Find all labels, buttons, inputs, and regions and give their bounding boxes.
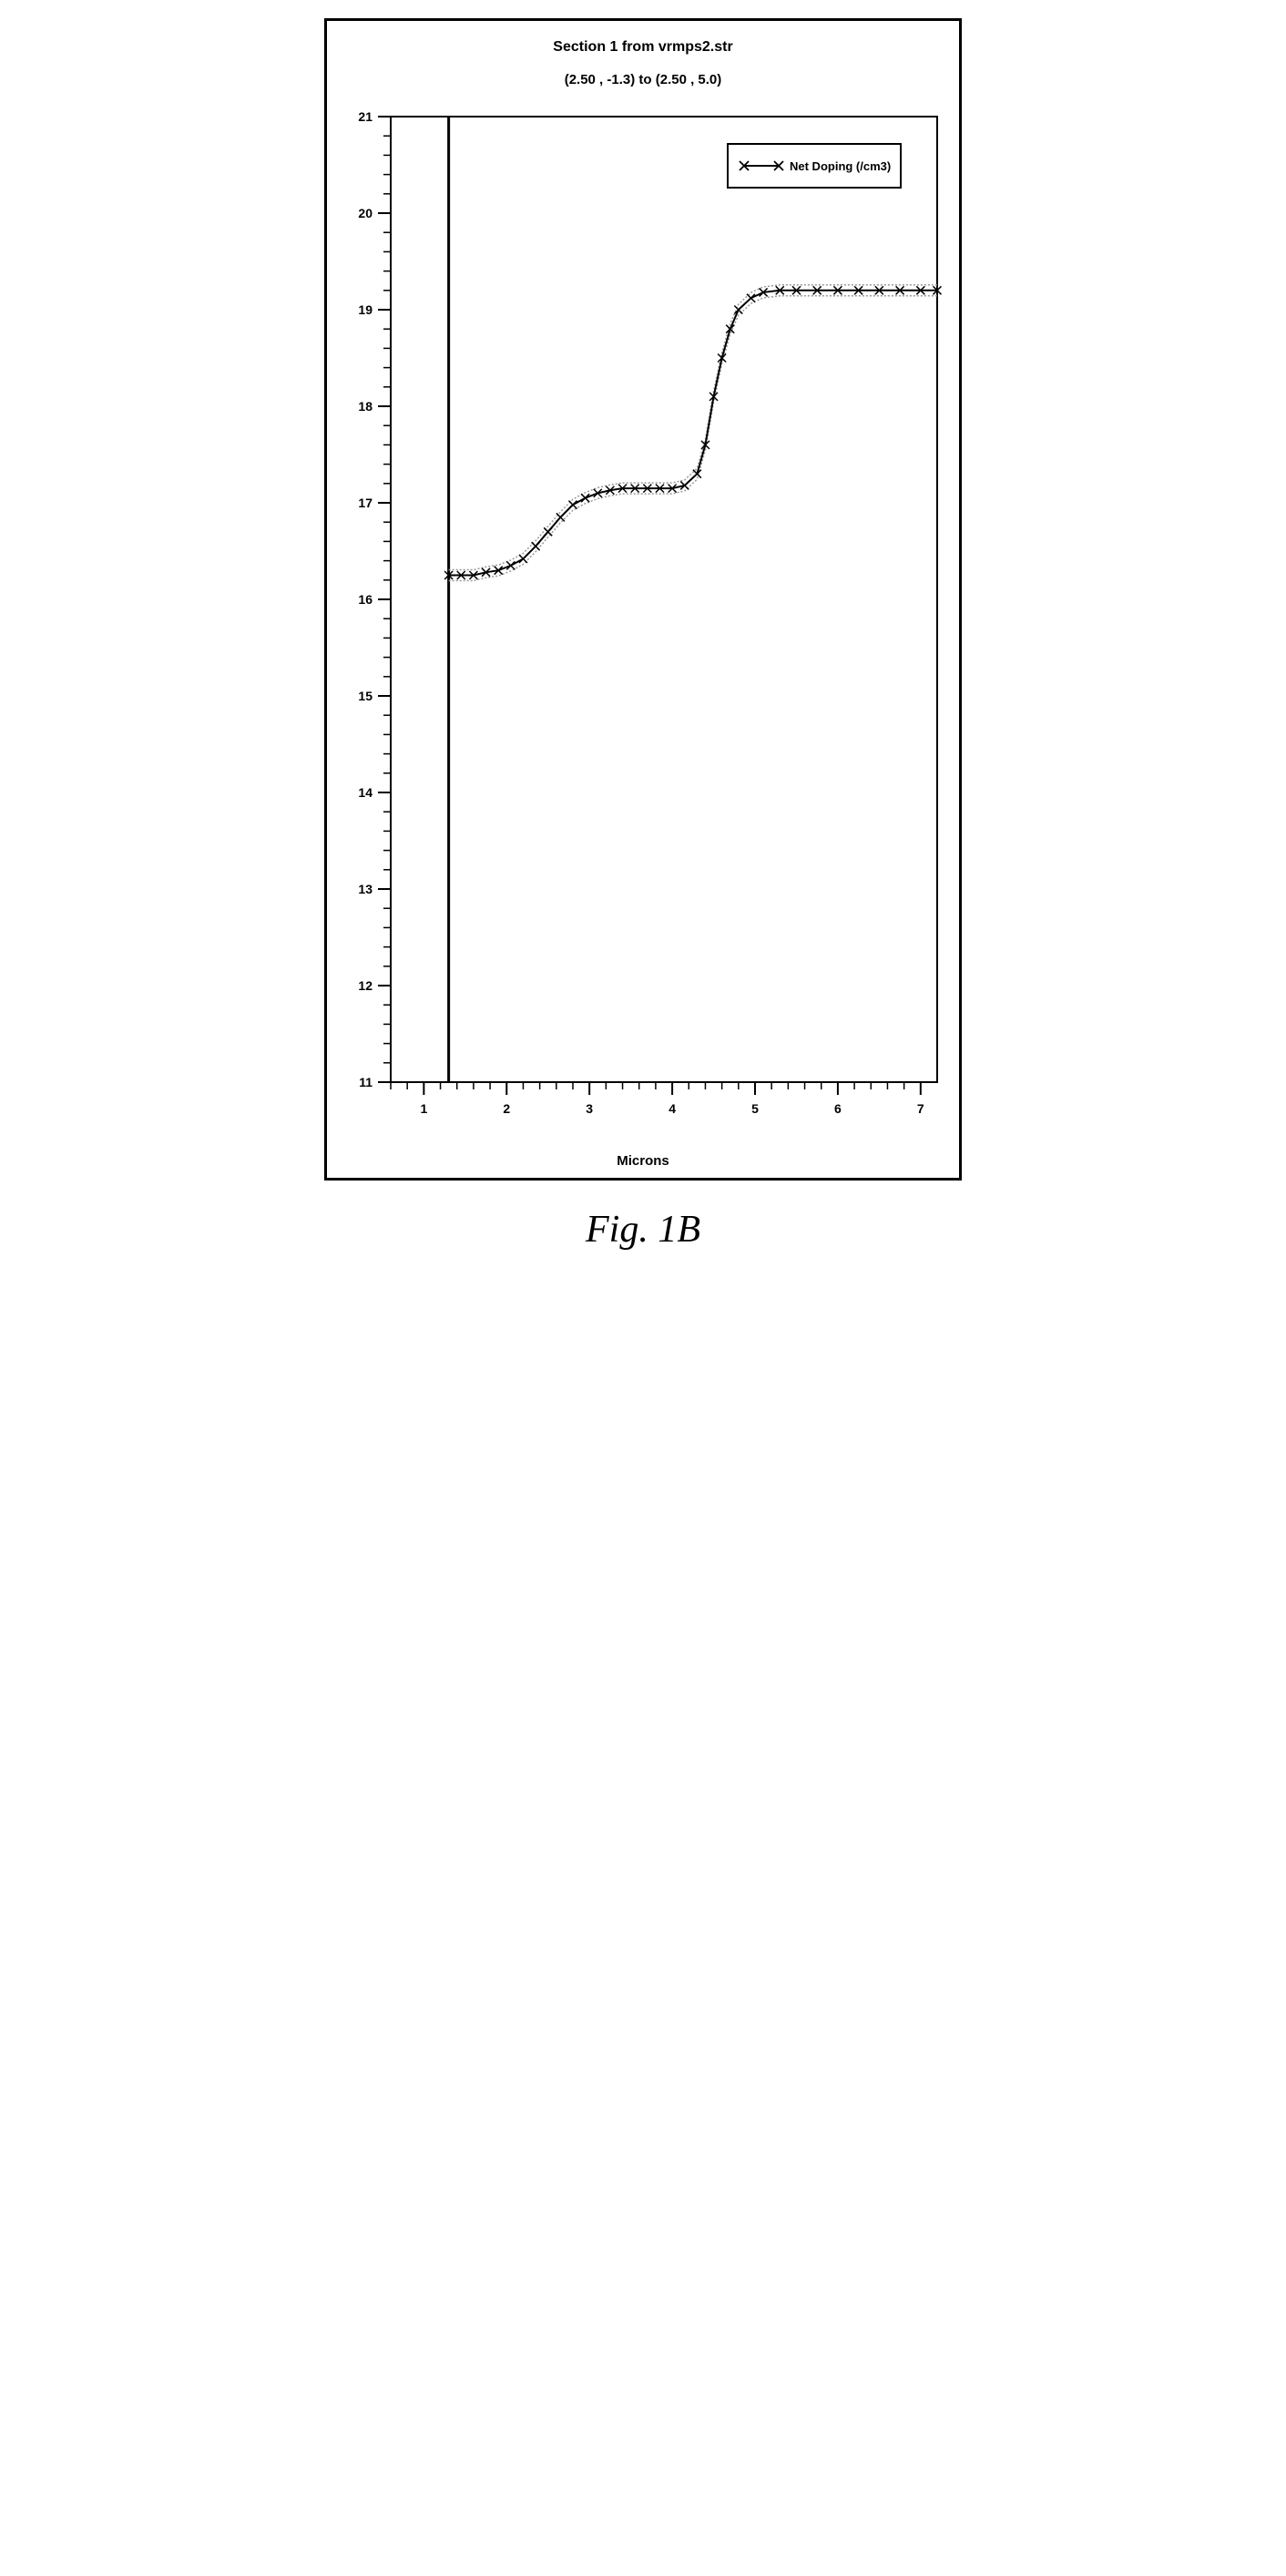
svg-text:Net Doping (/cm3): Net Doping (/cm3) — [790, 159, 891, 173]
outer-frame: Section 1 from vrmps2.str (2.50 , -1.3) … — [324, 18, 962, 1181]
svg-text:6: 6 — [834, 1101, 842, 1116]
svg-text:14: 14 — [358, 785, 373, 800]
svg-text:16: 16 — [358, 592, 373, 607]
svg-text:5: 5 — [751, 1101, 759, 1116]
svg-text:19: 19 — [358, 302, 373, 317]
svg-text:7: 7 — [917, 1101, 924, 1116]
svg-text:17: 17 — [358, 496, 373, 510]
svg-text:18: 18 — [358, 399, 373, 414]
svg-text:2: 2 — [503, 1101, 510, 1116]
svg-text:3: 3 — [586, 1101, 593, 1116]
svg-text:20: 20 — [358, 206, 373, 220]
chart-svg: 11121314151617181920211234567Net Doping … — [336, 98, 955, 1146]
svg-text:4: 4 — [669, 1101, 676, 1116]
svg-text:1: 1 — [420, 1101, 427, 1116]
svg-text:12: 12 — [358, 978, 373, 993]
svg-text:11: 11 — [359, 1075, 373, 1089]
chart-title: Section 1 from vrmps2.str — [336, 39, 950, 56]
svg-text:15: 15 — [358, 689, 373, 703]
chart-subtitle: (2.50 , -1.3) to (2.50 , 5.0) — [336, 72, 950, 87]
chart-area: 11121314151617181920211234567Net Doping … — [336, 98, 950, 1146]
svg-text:13: 13 — [358, 882, 373, 896]
svg-text:21: 21 — [358, 109, 373, 124]
x-axis-label: Microns — [336, 1153, 950, 1169]
figure-caption: Fig. 1B — [324, 1208, 962, 1252]
